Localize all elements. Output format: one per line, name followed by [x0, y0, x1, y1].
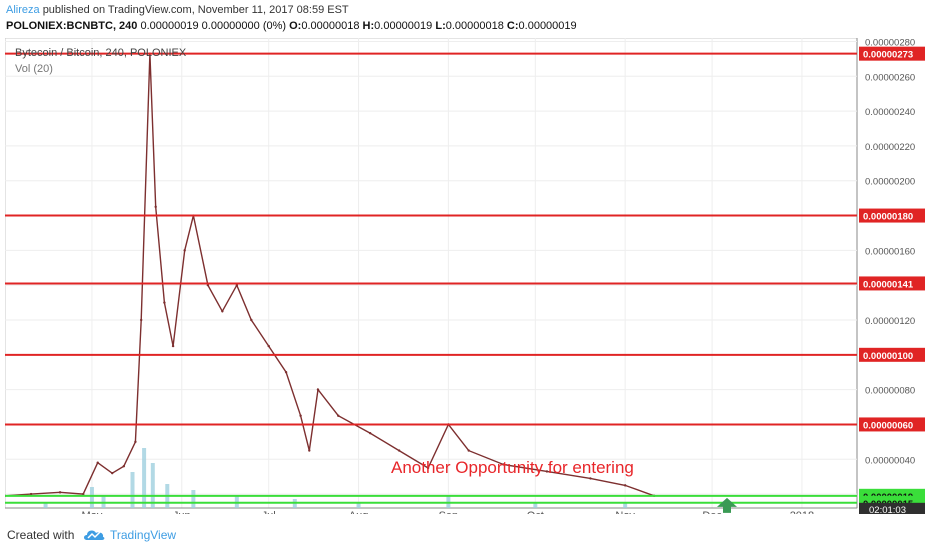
tradingview-cloud-icon [84, 530, 105, 540]
open-value: 0.00000018 [301, 20, 360, 32]
volume-bar [150, 463, 155, 508]
level-price-tag [859, 208, 925, 223]
price-point [221, 310, 224, 313]
price-point [154, 205, 157, 209]
level-price-label: 0.00000273 [863, 50, 913, 61]
volume-bar [533, 503, 538, 508]
x-tick-label: Dec [702, 510, 722, 514]
volume-bar [356, 502, 361, 508]
x-tick-label: Jul [262, 510, 276, 514]
symbol-name: POLONIEX:BCNBTC, 240 [6, 20, 138, 32]
y-tick-label: 0.00000200 [865, 177, 915, 188]
price-point [134, 440, 137, 444]
volume-bar [142, 448, 147, 508]
price-point [589, 477, 592, 480]
volume-bar [89, 487, 94, 508]
price-point [82, 492, 85, 496]
level-price-label: 0.00000180 [863, 212, 913, 223]
x-tick-label: 2018 [790, 510, 814, 514]
price-point [284, 371, 288, 374]
high-label: H: [362, 20, 375, 32]
price-point [426, 466, 430, 470]
quote-change: 0.00000019 0.00000000 (0%) [140, 20, 287, 32]
x-tick-label: Sep [439, 510, 459, 514]
level-price-tag [859, 276, 925, 291]
price-point [267, 344, 270, 348]
price-point [299, 414, 302, 417]
volume-bar [130, 472, 135, 508]
price-point [308, 449, 311, 452]
price-point [111, 471, 114, 475]
chart-title: Bytecoin / Bitcoin, 240, POLONIEX [15, 47, 187, 59]
price-point [163, 301, 166, 304]
high-value: 0.00000019 [374, 20, 433, 32]
countdown-tag [859, 502, 925, 514]
price-point [250, 318, 253, 322]
open-label: O: [289, 20, 302, 32]
chart-header: Alireza published on TradingView.com, No… [0, 0, 932, 36]
y-tick-label: 0.00000040 [865, 455, 915, 466]
price-point [502, 463, 505, 466]
y-tick-label: 0.00000160 [865, 246, 915, 257]
tradingview-brand-link[interactable]: TradingView [110, 528, 177, 542]
x-tick-label: May [82, 510, 103, 514]
level-price-tag [859, 347, 925, 362]
published-text: published on TradingView.com, November 1… [42, 4, 349, 16]
publish-info: Alireza published on TradingView.com, No… [6, 4, 349, 16]
level-price-tag [859, 417, 925, 432]
y-tick-label: 0.00000240 [865, 107, 915, 118]
price-chart[interactable]: MayJunJulAugSepOctNovDec20180.000000200.… [5, 38, 929, 514]
chart-area[interactable]: MayJunJulAugSepOctNovDec20180.000000200.… [5, 38, 929, 514]
price-point [337, 414, 340, 417]
x-tick-label: Nov [615, 510, 635, 514]
price-point [206, 283, 210, 287]
price-point [96, 461, 99, 464]
y-tick-label: 0.00000220 [865, 142, 915, 153]
countdown-label: 02:01:03 [869, 505, 906, 514]
price-point [183, 249, 186, 252]
x-tick-label: Jun [173, 510, 191, 514]
volume-bar [623, 502, 628, 508]
close-label: C: [506, 20, 519, 32]
volume-label: Vol (20) [15, 63, 53, 75]
price-point [140, 318, 143, 322]
y-tick-label: 0.00000080 [865, 386, 915, 397]
low-value: 0.00000018 [445, 20, 504, 32]
created-with-text: Created with [7, 528, 75, 542]
price-point [368, 431, 372, 435]
price-point [623, 484, 627, 487]
price-point [171, 344, 175, 348]
price-point [29, 492, 33, 496]
y-tick-label: 0.00000280 [865, 38, 915, 48]
symbol-quote-line: POLONIEX:BCNBTC, 240 0.00000019 0.000000… [6, 20, 577, 32]
price-point [316, 388, 320, 391]
plot-background [5, 38, 858, 509]
price-point [122, 465, 126, 468]
price-point [545, 470, 549, 473]
close-value: 0.00000019 [518, 20, 577, 32]
x-tick-label: Aug [349, 510, 369, 514]
volume-bar [191, 490, 196, 508]
low-label: L: [435, 20, 446, 32]
level-price-label: 0.00000141 [863, 279, 914, 290]
volume-bar [43, 502, 48, 508]
price-point [235, 283, 239, 287]
price-point [58, 491, 62, 494]
author-link[interactable]: Alireza [6, 4, 40, 16]
y-tick-label: 0.00000260 [865, 72, 915, 83]
annotation-text: Another Opportunity for entering [391, 458, 634, 477]
price-point [467, 449, 470, 452]
level-price-label: 0.00000100 [863, 351, 913, 362]
level-price-tag [859, 46, 925, 61]
price-point [397, 449, 401, 452]
up-arrow-icon [717, 497, 737, 513]
level-price-label: 0.00000060 [863, 420, 913, 431]
footer: Created with TradingView [0, 518, 932, 550]
y-tick-label: 0.00000120 [865, 316, 915, 327]
x-tick-label: Oct [527, 510, 544, 514]
